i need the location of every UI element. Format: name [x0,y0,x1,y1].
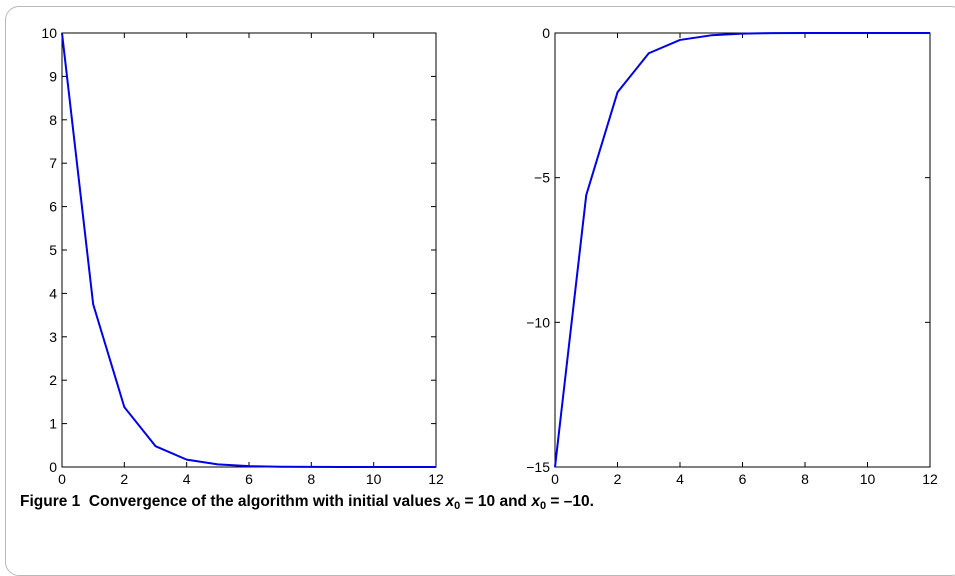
caption-eq-1: = 10 and [460,493,532,510]
caption-sub-2: 0 [539,500,547,512]
chart-2-xtick-label-2: 4 [676,471,684,487]
chart-1-xtick-label-0: 0 [58,471,66,487]
chart-1-ytick-label-1: 1 [49,416,57,432]
chart-1-xtick-label-4: 8 [307,471,315,487]
chart-2-axes-box [554,32,931,468]
chart-1-ytick-label-0: 0 [49,459,57,475]
chart-1-xtick-label-6: 12 [428,471,444,487]
chart-1-xtick-label-2: 4 [183,471,191,487]
chart-2-xtick-label-6: 12 [922,471,938,487]
chart-1-ytick-label-7: 7 [49,155,57,171]
caption-var-2: x [531,493,540,510]
chart-1-series-line-0 [61,32,436,468]
chart-2-xtick-label-4: 8 [801,471,809,487]
chart-1-ytick-label-3: 3 [49,329,57,345]
chart-1-xtick-label-3: 6 [245,471,253,487]
chart-2-ytick-label-1: −10 [526,314,550,330]
caption-var-1: x [445,493,455,510]
chart-2-ytick-label-3: 0 [542,25,550,41]
chart-2-xtick-label-0: 0 [551,471,559,487]
chart-1-axes-box [61,32,437,468]
caption-text: Convergence of the algorithm with initia… [88,493,446,510]
chart-1-ytick-label-10: 10 [41,25,57,41]
chart-2-ytick-label-0: −15 [526,459,550,475]
chart-1-ytick-label-6: 6 [49,199,57,215]
chart-1-ytick-label-9: 9 [49,68,57,84]
chart-1-xtick-label-5: 10 [366,471,382,487]
caption-sub-1: 0 [454,500,461,512]
caption-label: Figure 1 [20,493,81,510]
chart-2-series-line-0 [554,32,930,468]
chart-1-ytick-label-8: 8 [49,112,57,128]
chart-1-ytick-label-4: 4 [49,285,57,301]
chart-1-ytick-label-2: 2 [49,372,57,388]
chart-1-xtick-label-1: 2 [120,471,128,487]
chart-2-ytick-label-2: −5 [534,170,550,186]
chart-2-xtick-label-5: 10 [860,471,876,487]
chart-2-xtick-label-1: 2 [614,471,622,487]
chart-2-xtick-label-3: 6 [739,471,747,487]
figure-caption: Figure 1 Convergence of the algorithm wi… [20,493,594,512]
caption-eq-2: = –10. [546,493,594,510]
chart-1-ytick-label-5: 5 [49,242,57,258]
